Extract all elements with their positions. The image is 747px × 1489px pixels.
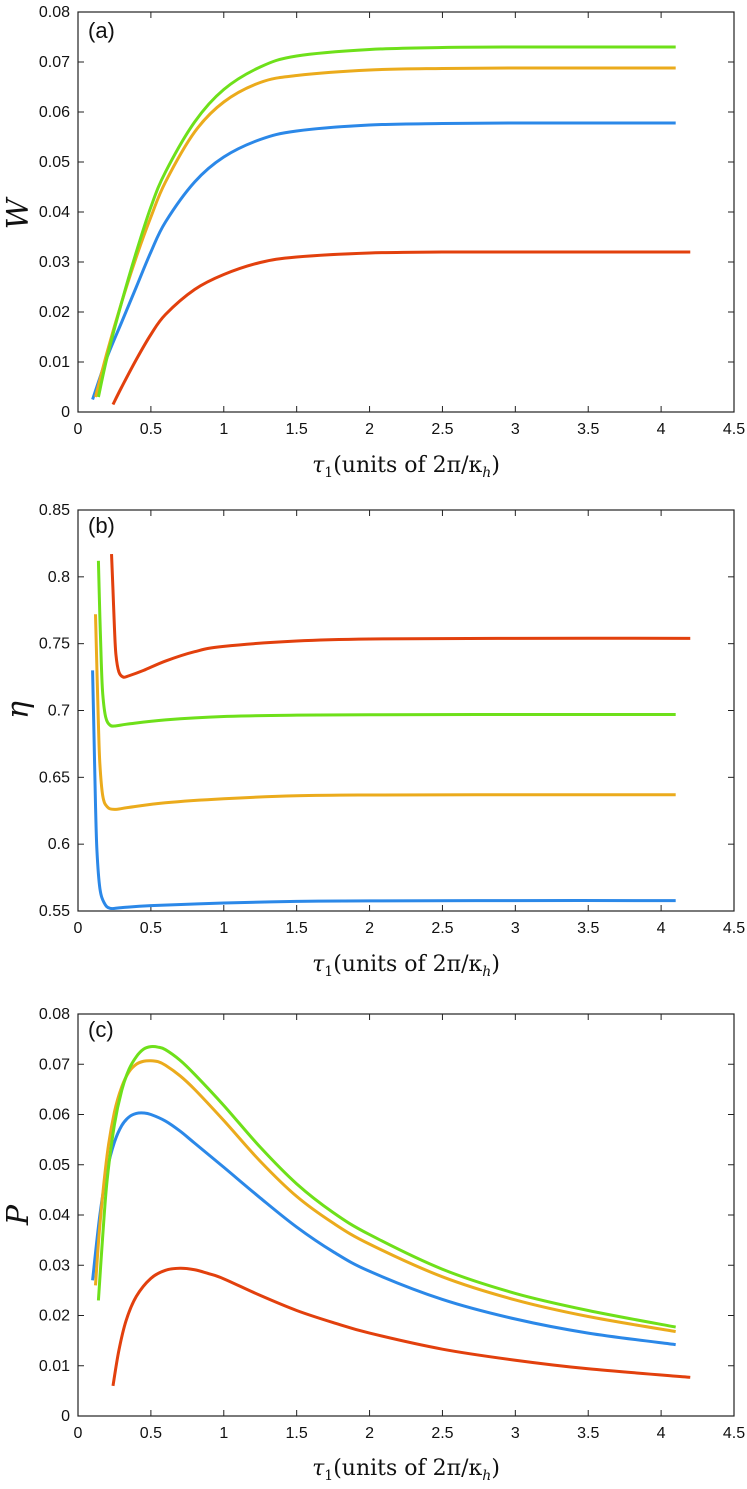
x-tick-label: 0.5 bbox=[140, 920, 162, 937]
x-tick-label: 2 bbox=[365, 920, 374, 937]
x-tick-label: 1 bbox=[219, 920, 228, 937]
x-tick-label: 4.5 bbox=[723, 421, 745, 438]
y-tick-label: 0.85 bbox=[39, 502, 70, 519]
series-line-blue bbox=[91, 121, 676, 400]
x-tick-label: 3 bbox=[511, 920, 520, 937]
x-tick-label: 0 bbox=[74, 421, 83, 438]
x-tick-label: 3 bbox=[511, 421, 520, 438]
y-tick-label: 0.03 bbox=[39, 254, 70, 271]
y-tick-label: 0.08 bbox=[39, 1006, 70, 1023]
x-tick-label: 2.5 bbox=[431, 920, 453, 937]
series-line-red bbox=[110, 554, 691, 679]
series-line-blue bbox=[91, 1111, 676, 1347]
plot-frame-a bbox=[77, 11, 735, 413]
x-tick-label: 4 bbox=[657, 421, 666, 438]
x-tick-label: 2.5 bbox=[431, 1425, 453, 1442]
x-tick-label: 3.5 bbox=[577, 421, 599, 438]
x-tick-label: 2.5 bbox=[431, 421, 453, 438]
y-tick-label: 0 bbox=[61, 1408, 70, 1425]
y-tick-label: 0.7 bbox=[48, 703, 70, 720]
y-tick-label: 0.06 bbox=[39, 1107, 70, 1124]
x-tick-label: 3.5 bbox=[577, 920, 599, 937]
y-tick-label: 0.05 bbox=[39, 1157, 70, 1174]
y-tick-label: 0.07 bbox=[39, 54, 70, 71]
x-tick-label: 0.5 bbox=[140, 1425, 162, 1442]
series-line-green bbox=[96, 1045, 676, 1329]
x-tick-label: 1.5 bbox=[286, 421, 308, 438]
y-tick-label: 0.08 bbox=[39, 4, 70, 21]
x-axis-label-b: τ1(units of 2π/κh) bbox=[312, 952, 500, 980]
series-line-red bbox=[111, 1266, 691, 1387]
y-tick-label: 0.8 bbox=[48, 569, 70, 586]
x-tick-label: 1 bbox=[219, 421, 228, 438]
x-tick-label: 2 bbox=[365, 421, 374, 438]
series-line-orange bbox=[93, 614, 676, 811]
panel-label-b: (b) bbox=[88, 513, 115, 538]
x-tick-label: 0.5 bbox=[140, 421, 162, 438]
y-tick-label: 0.04 bbox=[39, 204, 70, 221]
series-line-green bbox=[96, 45, 676, 398]
y-tick-label: 0.02 bbox=[39, 1308, 70, 1325]
x-tick-label: 1.5 bbox=[286, 920, 308, 937]
x-tick-label: 0 bbox=[74, 1425, 83, 1442]
panel-a-work: (a) W τ1(units of 2π/κh) 0 0.5 1 1.5 2 2.5 3 3.… bbox=[1, 4, 745, 481]
x-tick-label: 4.5 bbox=[723, 920, 745, 937]
y-tick-label: 0.01 bbox=[39, 354, 70, 371]
y-tick-label: 0.07 bbox=[39, 1056, 70, 1073]
x-tick-label: 3.5 bbox=[577, 1425, 599, 1442]
x-tick-label: 1.5 bbox=[286, 1425, 308, 1442]
y-axis-label-c: P bbox=[1, 1204, 36, 1226]
y-tick-label: 0.02 bbox=[39, 304, 70, 321]
series-line-red bbox=[111, 250, 691, 406]
y-tick-label: 0.6 bbox=[48, 836, 70, 853]
series-line-orange bbox=[94, 66, 676, 398]
x-tick-label: 0 bbox=[74, 920, 83, 937]
x-tick-label: 4 bbox=[657, 920, 666, 937]
x-axis-label-c: τ1(units of 2π/κh) bbox=[312, 1456, 500, 1484]
y-tick-label: 0 bbox=[61, 404, 70, 421]
x-tick-label: 3 bbox=[511, 1425, 520, 1442]
x-tick-label: 2 bbox=[365, 1425, 374, 1442]
panel-c-power: (c) P τ1(units of 2π/κh) 0 0.5 1 1.5 2 2.5 3 3.… bbox=[1, 1006, 745, 1484]
y-axis-label-a: W bbox=[1, 196, 36, 229]
y-tick-label: 0.75 bbox=[39, 636, 70, 653]
x-tick-label: 4.5 bbox=[723, 1425, 745, 1442]
x-tick-label: 1 bbox=[219, 1425, 228, 1442]
y-axis-label-b: η bbox=[1, 701, 36, 719]
panel-label-a: (a) bbox=[88, 18, 115, 43]
plot-frame-b bbox=[77, 509, 735, 912]
series-line-green bbox=[96, 560, 676, 728]
y-tick-label: 0.03 bbox=[39, 1257, 70, 1274]
y-tick-label: 0.04 bbox=[39, 1207, 70, 1224]
y-tick-label: 0.55 bbox=[39, 903, 70, 920]
y-tick-label: 0.05 bbox=[39, 154, 70, 171]
x-axis-label-a: τ1(units of 2π/κh) bbox=[312, 453, 500, 481]
panel-b-efficiency: (b) η τ1(units of 2π/κh) 0 0.5 1 1.5 2 2.5 3 3.… bbox=[1, 502, 745, 980]
y-tick-label: 0.06 bbox=[39, 104, 70, 121]
panel-label-c: (c) bbox=[88, 1017, 114, 1042]
y-tick-label: 0.65 bbox=[39, 769, 70, 786]
series-line-orange bbox=[93, 1059, 676, 1334]
y-tick-label: 0.01 bbox=[39, 1358, 70, 1375]
series-line-blue bbox=[91, 670, 676, 911]
x-tick-label: 4 bbox=[657, 1425, 666, 1442]
